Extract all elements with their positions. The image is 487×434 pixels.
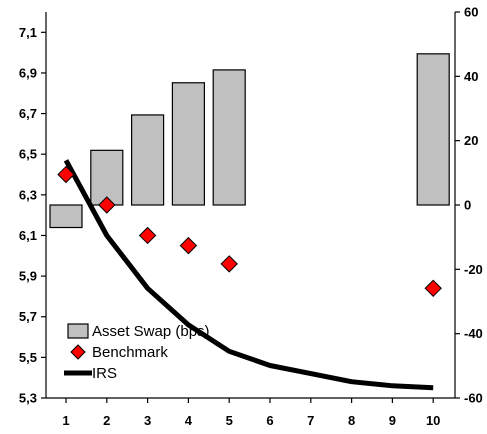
left-tick-label-6-5: 6,5 — [19, 147, 37, 162]
benchmark-point-x1 — [57, 165, 75, 184]
legend-label-asset-swap-bps: Asset Swap (bps) — [92, 323, 210, 340]
benchmark-point-x10 — [424, 279, 442, 298]
legend-label-irs: IRS — [92, 365, 117, 382]
left-tick-label-5-9: 5,9 — [19, 269, 37, 284]
legend-swatch-benchmark — [70, 344, 86, 360]
x-tick-label-3: 3 — [144, 413, 151, 428]
x-tick-label-9: 9 — [389, 413, 396, 428]
points-layer — [57, 165, 442, 298]
x-tick-label-5: 5 — [226, 413, 233, 428]
left-tick-label-5-3: 5,3 — [19, 391, 37, 406]
benchmark-point-x4 — [179, 236, 198, 255]
left-tick-label-5-7: 5,7 — [19, 309, 37, 324]
legend-swatch-asset-swap-bps — [67, 323, 89, 339]
x-tick-label-6: 6 — [266, 413, 273, 428]
benchmark-point-x5 — [220, 255, 238, 273]
left-tick-label-6-1: 6,1 — [19, 228, 37, 243]
x-tick-label-2: 2 — [103, 413, 110, 428]
legend: Asset Swap (bps) Benchmark IRS — [64, 323, 210, 382]
left-tick-label-6-9: 6,9 — [19, 65, 37, 80]
right-tick-label-20: -20 — [464, 262, 483, 277]
bar-x4 — [171, 82, 205, 206]
bar-x2 — [90, 149, 124, 206]
left-tick-label-6-3: 6,3 — [19, 187, 37, 202]
bars-layer — [49, 53, 450, 229]
axes-layer: 5,3 5,5 5,7 5,9 6,1 6,3 6,5 6,7 6,9 7,1 -60 -40 -20 0… — [19, 5, 483, 429]
x-tick-label-1: 1 — [62, 413, 69, 428]
x-tick-label-8: 8 — [348, 413, 355, 428]
benchmark-point-x2 — [98, 196, 116, 214]
left-tick-label-6-7: 6,7 — [19, 106, 37, 121]
right-tick-label-20: 20 — [464, 133, 478, 148]
right-tick-label-0: 0 — [464, 198, 471, 213]
bar-x5 — [212, 69, 246, 206]
right-tick-label-40: 40 — [464, 69, 478, 84]
legend-label-benchmark: Benchmark — [92, 344, 168, 361]
x-tick-label-4: 4 — [185, 413, 193, 428]
x-tick-label-10: 10 — [426, 413, 440, 428]
benchmark-point-x3 — [138, 226, 157, 245]
right-tick-label-60: 60 — [464, 5, 478, 20]
left-tick-label-7-1: 7,1 — [19, 25, 37, 40]
left-tick-label-5-5: 5,5 — [19, 350, 37, 365]
bar-x10 — [416, 53, 450, 206]
bar-x1 — [49, 204, 83, 229]
x-tick-label-7: 7 — [307, 413, 314, 428]
right-tick-label-40: -40 — [464, 326, 483, 341]
bar-x3 — [131, 114, 165, 206]
right-tick-label-60: -60 — [464, 391, 483, 406]
line-layer — [63, 159, 434, 391]
irs-line — [63, 159, 434, 391]
